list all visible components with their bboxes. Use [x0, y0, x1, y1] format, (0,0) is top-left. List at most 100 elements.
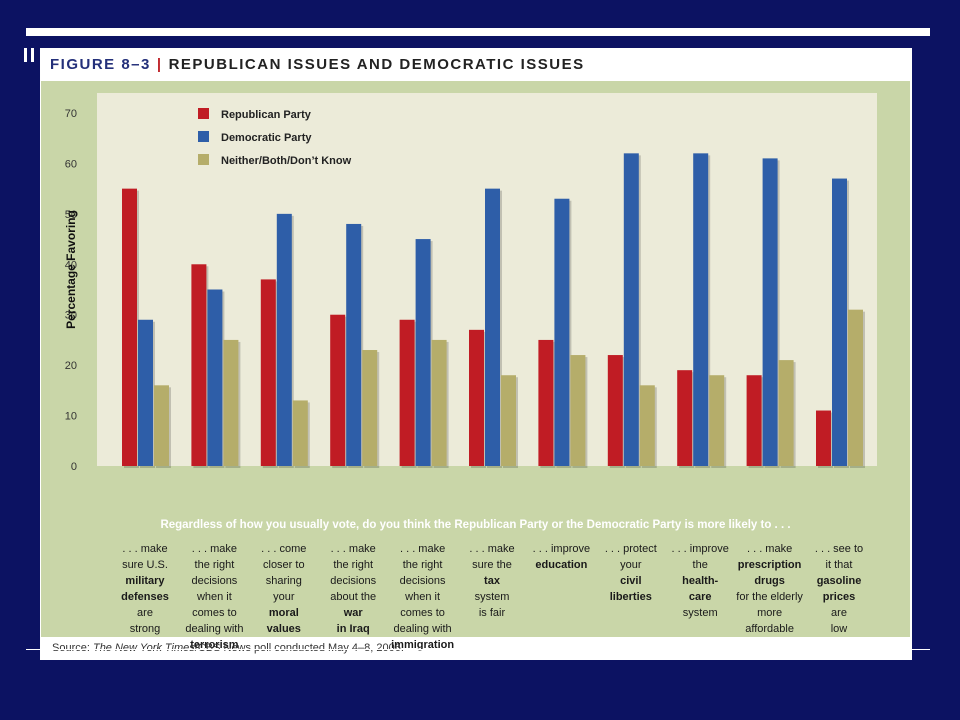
bar-republican — [469, 329, 484, 466]
figure-title-separator: | — [156, 56, 163, 73]
y-tick-label: 10 — [65, 411, 77, 423]
category-label-line: . . . improve — [671, 543, 729, 555]
category-label-line: decisions — [330, 575, 377, 587]
legend-label: Republican Party — [221, 109, 312, 121]
category-label-line: civil — [620, 575, 642, 587]
bar-neither — [848, 309, 863, 466]
category-label-line: sharing — [265, 575, 302, 587]
bar-republican — [816, 410, 831, 466]
category-label: . . . see to it that gasoline prices are low — [805, 541, 873, 637]
bar-neither — [778, 360, 794, 466]
bar-republican — [607, 355, 623, 466]
category-label: . . . make sure the tax system is fair — [458, 541, 526, 621]
legend-swatch — [198, 131, 209, 142]
category-label-line: comes to — [192, 607, 237, 619]
category-label-line: dealing with — [393, 623, 452, 635]
bar-republican — [122, 188, 137, 466]
slide-corner-mark — [24, 48, 34, 62]
bar-republican — [191, 264, 207, 466]
bar-democratic — [623, 153, 639, 466]
category-label-line: low — [830, 623, 848, 635]
slide-top-rule — [26, 28, 930, 36]
source-prefix: Source: — [52, 642, 93, 654]
source-suffix: /CBS News poll conducted May 4–8, 2006. — [194, 642, 404, 654]
legend-swatch — [198, 154, 209, 165]
category-label-line: when it — [405, 591, 441, 603]
category-label-line: . . . make — [122, 543, 168, 555]
bar-democratic — [138, 319, 153, 466]
source-publication: The New York Times — [92, 642, 195, 654]
figure-card: FIGURE 8–3 | REPUBLICAN ISSUES AND DEMOCRA… — [40, 48, 912, 660]
category-label-line: strong — [129, 623, 161, 635]
y-tick-label: 50 — [65, 209, 77, 221]
category-label-line: it that — [825, 559, 853, 571]
bar-neither — [570, 355, 586, 466]
bar-democratic — [207, 289, 223, 466]
category-label-line: when it — [196, 591, 232, 603]
bar-democratic — [832, 178, 847, 467]
bar-democratic — [693, 153, 709, 466]
question-caption: Regardless of how you usually vote, do y… — [160, 519, 791, 531]
bar-chart: 0 10 20 30 40 50 60 70 Percentage Favoring Republ… — [64, 108, 865, 473]
category-label-line: liberties — [609, 591, 652, 603]
category-label-line: . . . make — [746, 543, 793, 555]
bar-republican — [399, 319, 415, 466]
category-label-line: gasoline — [816, 575, 862, 587]
category-label-line: drugs — [754, 575, 785, 587]
bar-neither — [501, 375, 516, 466]
category-label-line: about the — [330, 591, 377, 603]
category-label: . . . make the right decisions when it comes… — [389, 541, 457, 653]
category-label-line: system — [474, 591, 510, 603]
bar-neither — [709, 375, 725, 466]
category-label-line: tax — [484, 575, 500, 587]
figure-title-text: REPUBLICAN ISSUES AND DEMOCRATIC ISSUES — [168, 56, 585, 73]
category-label-line: closer to — [263, 559, 305, 571]
category-label-line: the — [692, 559, 708, 571]
category-label-line: are — [137, 607, 153, 619]
category-label-line: prices — [822, 591, 856, 603]
legend-swatch — [198, 108, 209, 119]
bar-republican — [746, 375, 762, 466]
category-label-line: care — [688, 591, 712, 603]
bar-neither — [639, 385, 655, 466]
category-label-line: more — [757, 607, 783, 619]
category-label-line: health- — [682, 575, 719, 587]
y-tick-label: 70 — [65, 108, 77, 120]
category-label-line: education — [535, 559, 588, 571]
category-label-line: your — [273, 591, 295, 603]
category-label: . . . come closer to sharing your moral value… — [250, 541, 318, 637]
category-label-line: sure U.S. — [122, 559, 168, 571]
category-label-line: . . . make — [469, 543, 515, 555]
category-label-line: . . . come — [261, 543, 307, 555]
category-label: . . . improve education — [527, 541, 595, 573]
category-label-line: military — [125, 575, 165, 587]
category-label-line: values — [266, 623, 301, 635]
bar-republican — [677, 370, 693, 466]
bar-neither — [362, 350, 378, 466]
category-label-line: moral — [268, 607, 299, 619]
category-label: . . . make the right decisions about the war… — [319, 541, 387, 637]
y-tick-label: 30 — [65, 310, 77, 322]
bar-democratic — [554, 198, 570, 466]
y-tick-label: 0 — [71, 461, 77, 473]
bar-democratic — [762, 158, 778, 466]
figure-title: FIGURE 8–3 | REPUBLICAN ISSUES AND DEMOCRA… — [50, 56, 585, 73]
category-label: . . . make sure U.S. military defenses are st… — [111, 541, 179, 637]
bar-neither — [154, 385, 169, 466]
bar-neither — [223, 339, 239, 466]
category-label-line: . . . make — [191, 543, 238, 555]
category-label-line: defenses — [121, 591, 169, 603]
category-label-line: in Iraq — [336, 623, 370, 635]
slide-bottom-rule — [26, 649, 930, 650]
bar-democratic — [415, 239, 431, 466]
bar-democratic — [485, 188, 500, 466]
category-label-line: prescription — [737, 559, 802, 571]
category-label: . . . protect your civil liberties — [597, 541, 665, 605]
bar-neither — [431, 339, 447, 466]
category-label-line: your — [620, 559, 642, 571]
category-label-line: sure the — [472, 559, 512, 571]
category-label-line: . . . see to — [814, 543, 864, 555]
y-tick-label: 20 — [65, 360, 77, 372]
bar-democratic — [276, 213, 292, 466]
category-label-line: are — [831, 607, 847, 619]
